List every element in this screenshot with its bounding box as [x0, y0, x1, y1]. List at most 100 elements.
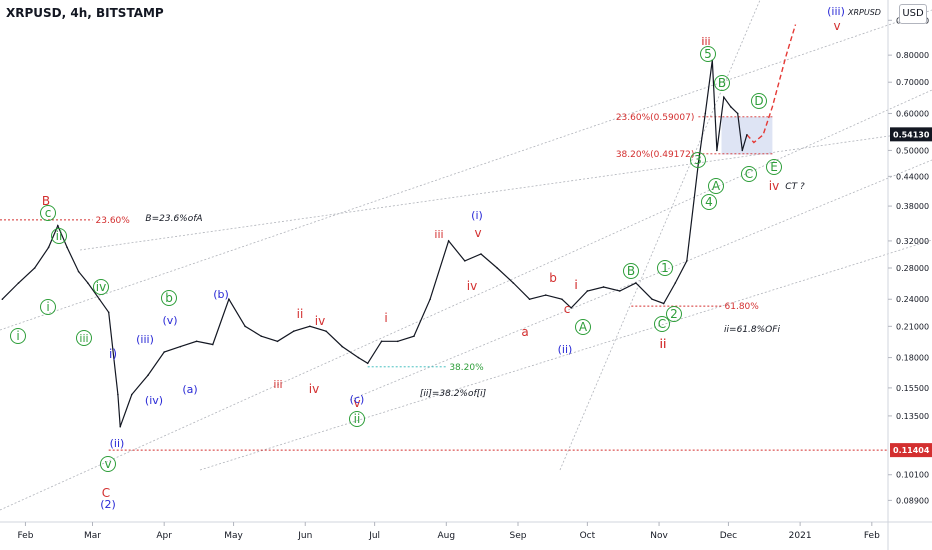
y-tick-label: 0.60000 — [896, 109, 929, 118]
price-point — [87, 282, 89, 284]
green-wave-circle — [766, 159, 782, 175]
y-tick-label: 0.38000 — [896, 202, 929, 211]
level-label: 61.80% — [725, 302, 760, 312]
x-tick-label: Dec — [720, 531, 737, 541]
price-point — [496, 267, 498, 269]
x-tick-label: Apr — [156, 531, 172, 541]
green-wave-label: 4 — [705, 195, 713, 209]
price-point — [686, 260, 688, 262]
price-point — [107, 311, 110, 314]
price-point — [396, 340, 399, 343]
fib-levels: 23.60% 23.60%(0.59007) 38.20%(0.49172) 61.8… — [0, 24, 888, 451]
green-wave-circle — [93, 279, 109, 295]
level-label: 23.60% — [96, 216, 131, 226]
red-wave-label: iv — [315, 314, 325, 328]
price-point — [464, 260, 466, 262]
y-tick-label: 0.28000 — [896, 264, 929, 273]
price-point — [147, 374, 149, 377]
green-wave-label: iv — [96, 280, 106, 294]
price-point — [741, 149, 744, 152]
price-point — [736, 112, 739, 115]
currency-badge[interactable]: USD — [899, 4, 927, 24]
red-wave-label: iv — [467, 279, 477, 293]
price-point — [276, 340, 279, 343]
channel-line — [0, 89, 932, 511]
price-point — [17, 282, 20, 284]
green-wave-circle — [741, 166, 757, 182]
y-tick-label: 0.15500 — [896, 384, 929, 393]
green-wave-label: 5 — [704, 47, 712, 61]
price-point — [341, 345, 344, 348]
x-tick-label: Nov — [650, 531, 668, 541]
y-tick-label: 0.08900 — [896, 496, 929, 505]
blue-wave-label: (c) — [350, 393, 365, 406]
price-point — [528, 298, 531, 301]
symbol-tag: XRPUSD — [848, 8, 881, 17]
blue-wave-label: (i) — [471, 209, 483, 222]
green-wave-label: i — [46, 300, 49, 314]
green-wave-circle — [657, 260, 673, 276]
x-tick-label: Feb — [17, 531, 33, 541]
price-point — [211, 343, 214, 346]
red-wave-label: iii — [434, 228, 443, 241]
blue-wave-label: i) — [109, 347, 117, 361]
x-tick-label: Aug — [438, 531, 456, 541]
red-wave-label: b — [549, 271, 557, 285]
red-wave-label: ii — [297, 307, 304, 321]
red-wave-label: a — [521, 325, 528, 339]
chart-title: XRPUSD, 4h, BITSTAMP — [6, 6, 164, 20]
green-wave-label: A — [579, 320, 588, 334]
green-wave-circle — [666, 306, 682, 322]
red-wave-label: v — [353, 396, 360, 410]
level-label: 23.60%(0.59007) — [616, 113, 695, 123]
price-point — [357, 356, 360, 359]
green-wave-circle — [623, 263, 639, 279]
green-wave-label: i — [16, 329, 19, 343]
green-wave-circle — [690, 152, 706, 168]
green-wave-label: c — [45, 206, 52, 220]
level-price-tag: 0.11404 — [893, 446, 930, 455]
green-wave-circle — [349, 411, 365, 427]
x-tick-label: Feb — [864, 531, 880, 541]
green-wave-label: C — [658, 317, 666, 331]
level-price-tag-bg — [890, 443, 932, 458]
price-point — [674, 282, 677, 284]
green-wave-circle — [701, 194, 717, 210]
price-point — [325, 330, 327, 333]
price-point — [1, 298, 4, 301]
blue-wave-label: (iv) — [145, 394, 163, 407]
price-point — [57, 224, 59, 227]
blue-wave-label: (ii) — [558, 343, 573, 356]
price-point — [66, 246, 68, 249]
price-point — [98, 298, 101, 301]
price-point — [413, 335, 415, 338]
green-wave-label: 1 — [661, 261, 669, 275]
price-point — [33, 267, 36, 269]
x-tick-label: Sep — [510, 531, 527, 541]
price-point — [77, 270, 80, 273]
note-text: CT ? — [785, 182, 805, 192]
green-wave-circle — [714, 75, 730, 91]
red-wave-label: ii — [660, 337, 667, 351]
price-point — [447, 240, 450, 242]
price-point — [697, 162, 700, 164]
green-wave-circle — [51, 228, 67, 244]
green-wave-label: B — [718, 76, 726, 90]
price-point — [47, 246, 50, 249]
y-tick-label: 0.70000 — [896, 78, 929, 87]
x-tick-label: May — [224, 531, 243, 541]
price-point — [179, 345, 182, 348]
red-wave-label: iii — [701, 35, 710, 48]
green-wave-label: E — [770, 160, 778, 174]
price-point — [480, 253, 482, 255]
price-point — [228, 298, 230, 301]
red-wave-label: i — [574, 278, 577, 292]
y-tick-label: 0.24000 — [896, 295, 929, 304]
price-point — [117, 393, 119, 396]
level-label: 38.20%(0.49172) — [616, 150, 695, 160]
green-wave-label: ii — [354, 412, 361, 426]
green-wave-circle — [654, 316, 670, 332]
green-wave-label: 3 — [694, 153, 702, 167]
